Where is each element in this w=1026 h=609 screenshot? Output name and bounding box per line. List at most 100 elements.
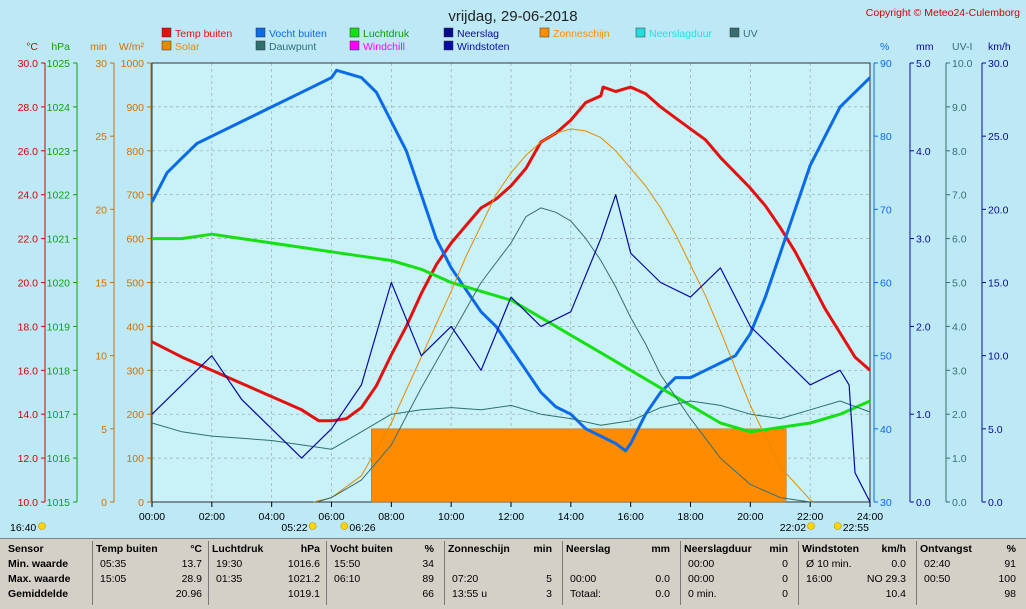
axis-pressure-tick: 1019 bbox=[47, 321, 71, 333]
axis-minutes-tick: 0 bbox=[101, 497, 107, 509]
axis-pressure-tick: 1020 bbox=[47, 278, 71, 290]
series-lines bbox=[150, 68, 872, 503]
stats-header-unit: % bbox=[424, 543, 434, 555]
axis-humidity-tick: 40 bbox=[880, 424, 892, 436]
stats-humidity-header: Vocht buiten% bbox=[330, 543, 438, 558]
axis-pressure-tick: 1025 bbox=[47, 58, 71, 70]
series-dauwpunt-line bbox=[151, 400, 871, 450]
legend-label: Zonneschijn bbox=[553, 28, 610, 40]
legend-label: Windchill bbox=[363, 41, 405, 53]
stats-time: 00:00 bbox=[570, 573, 597, 585]
stats-time: 0 min. bbox=[688, 588, 717, 600]
chart-title: vrijdag, 29-06-2018 bbox=[448, 8, 577, 25]
axis-uv-tick: 10.0 bbox=[952, 58, 973, 70]
stats-evap-row: 98 bbox=[920, 588, 1020, 603]
stats-header-label: Neerslagduur bbox=[684, 543, 752, 555]
left-axes: °C 30.0 28.0 26.0 24.0 22.0 20.0 18.0 16.0 14.0 12… bbox=[18, 41, 152, 509]
time-tick: 16:00 bbox=[618, 511, 644, 523]
legend-swatch bbox=[161, 27, 172, 38]
stats-evap-row: 02:40 91 bbox=[920, 558, 1020, 573]
legend-swatch bbox=[729, 27, 740, 38]
stats-rainduration-row: 0 min. 0 bbox=[684, 588, 792, 603]
stats-separator bbox=[562, 541, 563, 605]
axis-pressure-tick: 1021 bbox=[47, 234, 71, 246]
stats-rain-row: 00:00 0.0 bbox=[566, 573, 674, 588]
stats-value: 66 bbox=[422, 588, 434, 600]
stats-rain-header: Neerslag mm bbox=[566, 543, 674, 558]
axis-precip-tick: 2.0 bbox=[916, 321, 931, 333]
sun-event-label: 16:40 bbox=[10, 522, 36, 534]
stats-time: Ø 10 min. bbox=[806, 558, 852, 570]
stats-evap-header: Ontvangst% bbox=[920, 543, 1020, 558]
stats-header-label: Zonneschijn bbox=[448, 543, 510, 555]
stats-humidity-row: 15:50 34 bbox=[330, 558, 438, 573]
stats-rain-column: Neerslag mm 00:00 0.0 Totaal: 0.0 bbox=[566, 543, 674, 609]
axis-wind-tick: 20.0 bbox=[988, 204, 1009, 216]
axis-solar-tick: 0 bbox=[138, 497, 144, 509]
axis-solar-tick: 900 bbox=[126, 102, 144, 114]
axis-solar-unit: W/m² bbox=[119, 41, 145, 53]
stats-time: Totaal: bbox=[570, 588, 601, 600]
time-axis: 00:00 02:00 04:00 06:00 08:00 10:00 12:00 14:00… bbox=[139, 502, 883, 523]
axis-pressure-tick: 1024 bbox=[47, 102, 71, 114]
stats-value: 0.0 bbox=[655, 588, 670, 600]
axis-wind-unit: km/h bbox=[988, 41, 1011, 53]
stats-header-unit: min bbox=[533, 543, 552, 555]
stats-wind-row: Ø 10 min. 0.0 bbox=[802, 558, 910, 573]
legend-label: Dauwpunt bbox=[269, 41, 316, 53]
stats-separator bbox=[798, 541, 799, 605]
stats-value: 34 bbox=[422, 558, 434, 570]
axis-uv-tick: 5.0 bbox=[952, 278, 967, 290]
legend-label: Temp buiten bbox=[175, 28, 232, 40]
axis-temp-tick: 20.0 bbox=[18, 278, 39, 290]
stats-value: 1021.2 bbox=[287, 573, 320, 585]
axis-temp-tick: 14.0 bbox=[18, 409, 39, 421]
stats-header-unit: % bbox=[1006, 543, 1016, 555]
axis-temp-tick: 24.0 bbox=[18, 190, 39, 202]
stats-separator bbox=[916, 541, 917, 605]
time-tick: 22:00 bbox=[797, 511, 823, 523]
legend-swatch bbox=[443, 27, 454, 38]
stats-wind-row: 10.4 bbox=[802, 588, 910, 603]
stats-value: 28.9 bbox=[181, 573, 202, 585]
legend-label: Luchtdruk bbox=[363, 28, 410, 40]
axis-minutes-tick: 30 bbox=[95, 58, 107, 70]
stats-time: 01:35 bbox=[216, 573, 243, 585]
stats-header-unit: mm bbox=[651, 543, 670, 555]
legend: Temp buiten Vocht buiten Luchtdruk Neerslag… bbox=[161, 27, 758, 53]
sun-event-label: 22:02 bbox=[780, 522, 806, 534]
time-tick: 02:00 bbox=[199, 511, 225, 523]
time-tick: 14:00 bbox=[558, 511, 584, 523]
axis-temp-tick: 22.0 bbox=[18, 234, 39, 246]
stats-separator bbox=[326, 541, 327, 605]
stats-evap-row: 00:50 100 bbox=[920, 573, 1020, 588]
stats-value: 91 bbox=[1004, 558, 1016, 570]
stats-temp-row: 20.96 bbox=[96, 588, 206, 603]
legend-swatch bbox=[255, 40, 266, 51]
stats-pressure-row: 19:30 1016.6 bbox=[212, 558, 324, 573]
stats-header-label: Ontvangst bbox=[920, 543, 972, 555]
axis-solar-tick: 300 bbox=[126, 365, 144, 377]
sun-events: 16:40 05:22 06:26 22:02 22:55 bbox=[10, 522, 869, 534]
stats-sunshine-column: Zonneschijn min 07:20 5 13:55 u 3 bbox=[448, 543, 556, 609]
stats-pressure-row: 01:35 1021.2 bbox=[212, 573, 324, 588]
axis-temp-tick: 10.0 bbox=[18, 497, 39, 509]
stats-value: 98 bbox=[1004, 588, 1016, 600]
axis-solar-tick: 100 bbox=[126, 453, 144, 465]
legend-swatch bbox=[443, 40, 454, 51]
series-zonneschijn-bar bbox=[371, 428, 787, 503]
stats-time: 00:50 bbox=[924, 573, 951, 585]
axis-precip-tick: 1.0 bbox=[916, 409, 931, 421]
sun-icon bbox=[340, 522, 349, 530]
legend-swatch bbox=[161, 40, 172, 51]
axis-humidity-tick: 90 bbox=[880, 58, 892, 70]
legend-swatch bbox=[349, 40, 360, 51]
axis-solar-tick: 200 bbox=[126, 409, 144, 421]
stats-value: 0 bbox=[782, 588, 788, 600]
axis-temp-unit: °C bbox=[26, 41, 38, 53]
sun-event-label: 06:26 bbox=[349, 522, 375, 534]
axis-temp-tick: 28.0 bbox=[18, 102, 39, 114]
stats-sunshine-row bbox=[448, 558, 556, 573]
stats-temp-row: 15:05 28.9 bbox=[96, 573, 206, 588]
stats-pressure-row: 1019.1 bbox=[212, 588, 324, 603]
